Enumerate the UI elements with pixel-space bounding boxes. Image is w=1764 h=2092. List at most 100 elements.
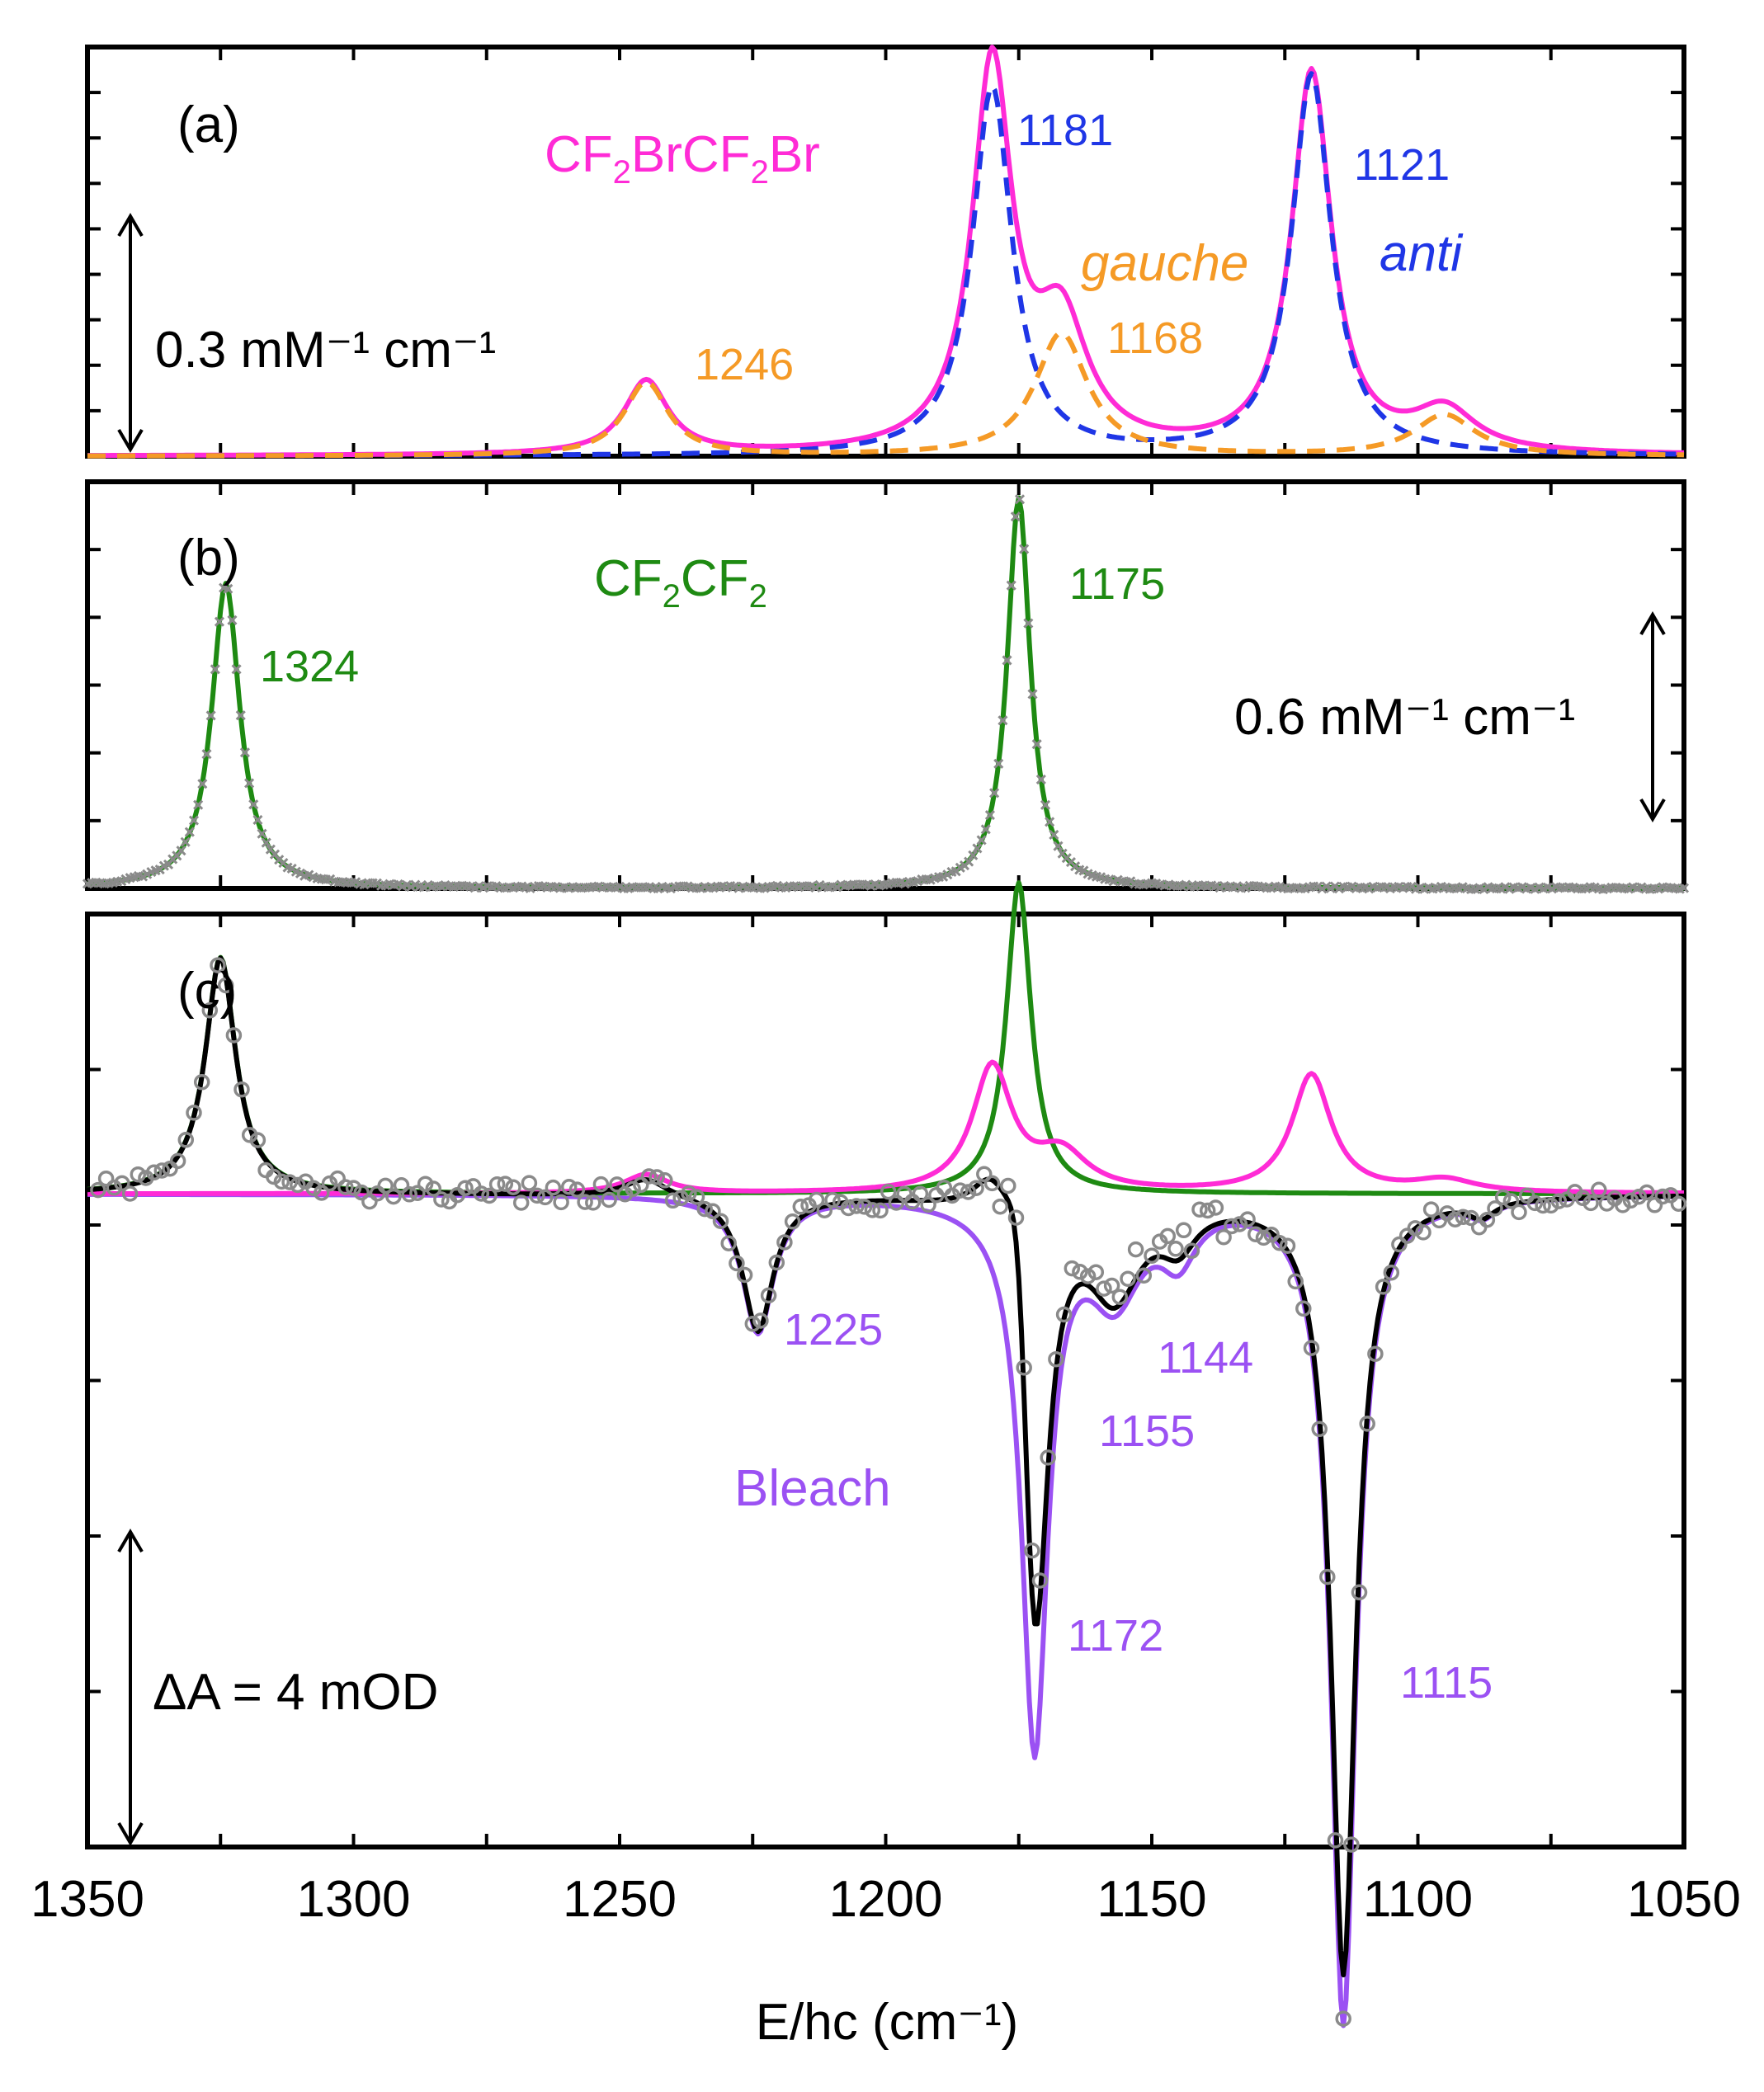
- data-point-o: [864, 1202, 881, 1218]
- data-point-x: [252, 814, 263, 825]
- data-point-o: [97, 1170, 115, 1187]
- data-point-o: [1615, 1197, 1631, 1213]
- data-point-o: [1064, 1260, 1081, 1277]
- data-point-o: [784, 1213, 801, 1230]
- peak-label-1121: 1121: [1354, 140, 1450, 190]
- data-point-x: [980, 824, 991, 835]
- data-point-o: [1639, 1184, 1655, 1201]
- data-point-o: [401, 1186, 417, 1203]
- data-point-o: [601, 1191, 617, 1209]
- x-tick-label-1050: 1050: [1627, 1871, 1741, 1928]
- data-point-o: [816, 1202, 833, 1218]
- data-point-o: [1455, 1209, 1472, 1225]
- x-tick-label-1100: 1100: [1363, 1871, 1473, 1928]
- data-point-o: [888, 1194, 905, 1211]
- data-point-x: [239, 747, 250, 758]
- data-point-o: [720, 1235, 737, 1251]
- scale-bar-a-arrow: [117, 213, 144, 453]
- data-point-x: [197, 779, 208, 789]
- scale-bar-b-label: 0.6 mM⁻¹ cm⁻¹: [1234, 689, 1575, 746]
- data-point-x: [1014, 494, 1026, 505]
- data-point-o: [1024, 1542, 1040, 1559]
- data-point-o: [210, 957, 226, 973]
- data-point-x: [989, 788, 1000, 799]
- data-point-o: [1543, 1197, 1559, 1214]
- series-b-cf2cf2-experiment: [82, 494, 1690, 895]
- data-point-o: [233, 1081, 250, 1098]
- data-point-o: [545, 1179, 562, 1196]
- data-point-x: [984, 810, 995, 821]
- scale-bar-c-arrow: [117, 1529, 144, 1846]
- data-point-o: [1144, 1247, 1160, 1264]
- data-point-o: [609, 1176, 625, 1193]
- data-point-x: [248, 799, 259, 810]
- data-point-x: [1010, 511, 1021, 522]
- peak-label-1172: 1172: [1068, 1611, 1163, 1661]
- data-point-o: [1159, 1227, 1177, 1245]
- data-point-o: [1199, 1202, 1216, 1219]
- data-point-o: [1175, 1222, 1192, 1239]
- panel-c-label: (c): [177, 963, 237, 1020]
- data-point-o: [577, 1194, 593, 1210]
- data-point-o: [1526, 1194, 1544, 1212]
- data-point-o: [1383, 1264, 1400, 1281]
- data-point-o: [640, 1168, 658, 1185]
- data-point-o: [177, 1132, 195, 1148]
- data-point-o: [1646, 1197, 1663, 1213]
- data-point-o: [1255, 1229, 1272, 1246]
- data-point-o: [1248, 1226, 1264, 1242]
- data-point-o: [1087, 1264, 1105, 1280]
- data-point-o: [1191, 1201, 1208, 1218]
- x-tick-label-1150: 1150: [1097, 1871, 1206, 1928]
- data-point-o: [568, 1181, 586, 1198]
- data-point-o: [824, 1192, 841, 1209]
- data-point-o: [337, 1179, 354, 1195]
- data-point-o: [1663, 1187, 1679, 1204]
- series-c-cf2cf2-product: [87, 880, 1684, 1197]
- panel-a-label: (a): [177, 97, 240, 153]
- label-anti: anti: [1380, 225, 1464, 282]
- data-point-o: [1279, 1237, 1296, 1254]
- data-point-o: [1303, 1340, 1320, 1356]
- data-point-o: [872, 1202, 889, 1219]
- x-tick-label-1350: 1350: [31, 1871, 144, 1928]
- data-point-o: [361, 1193, 378, 1210]
- data-point-o: [792, 1199, 809, 1215]
- data-point-o: [1622, 1192, 1639, 1209]
- data-point-o: [473, 1185, 490, 1202]
- data-point-x: [176, 846, 186, 856]
- data-point-o: [305, 1180, 322, 1197]
- data-point-o: [1263, 1226, 1280, 1243]
- data-point-o: [1040, 1449, 1056, 1466]
- data-point-o: [657, 1172, 673, 1189]
- x-tick-label-1200: 1200: [829, 1871, 943, 1928]
- data-point-o: [90, 1181, 106, 1199]
- data-point-o: [521, 1175, 538, 1191]
- series-a-cf2brcf2br-total: [87, 45, 1684, 459]
- data-point-o: [712, 1213, 729, 1229]
- data-point-x: [244, 778, 255, 789]
- data-point-o: [560, 1179, 578, 1195]
- data-point-o: [433, 1191, 450, 1208]
- data-point-x: [214, 616, 225, 627]
- data-point-o: [1550, 1193, 1568, 1209]
- data-point-o: [329, 1170, 346, 1187]
- species-a-part1: CF: [545, 126, 613, 183]
- bleach-label: Bleach: [734, 1460, 891, 1517]
- data-point-x: [180, 836, 191, 847]
- peak-label-1155: 1155: [1099, 1406, 1195, 1456]
- data-point-o: [1479, 1211, 1496, 1228]
- data-point-x: [1049, 829, 1059, 840]
- data-point-o: [1359, 1416, 1375, 1432]
- data-point-x: [261, 837, 271, 848]
- species-b-part1: CF: [594, 550, 663, 607]
- data-point-o: [353, 1184, 370, 1201]
- data-point-o: [290, 1176, 306, 1194]
- data-point-o: [249, 1132, 266, 1148]
- data-point-o: [1670, 1195, 1687, 1212]
- peak-label-1175: 1175: [1069, 559, 1165, 609]
- data-point-o: [169, 1152, 186, 1170]
- data-point-o: [425, 1180, 442, 1197]
- data-point-o: [529, 1187, 545, 1204]
- data-point-o: [377, 1177, 394, 1194]
